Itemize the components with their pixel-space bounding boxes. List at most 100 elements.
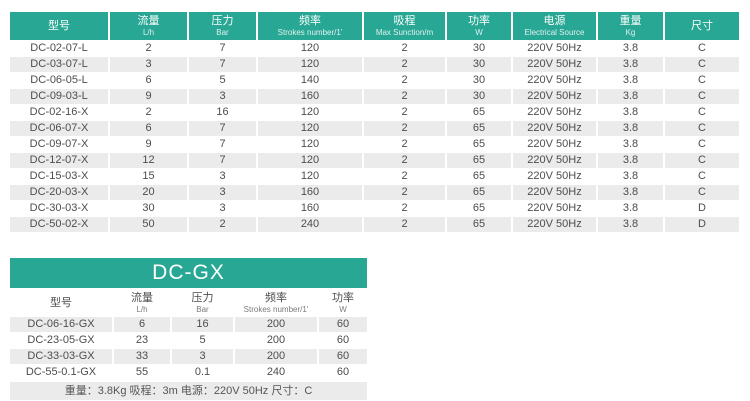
table-cell: 9 (110, 137, 187, 152)
table-cell: 220V 50Hz (513, 41, 596, 56)
table-cell: 2 (364, 73, 445, 88)
table-cell: 120 (258, 41, 362, 56)
header-label-zh: 尺寸 (691, 19, 713, 32)
table-cell: 3.8 (598, 153, 663, 168)
table-cell: 220V 50Hz (513, 137, 596, 152)
table-cell: 3.8 (598, 217, 663, 232)
header-label-zh: 电源 (543, 15, 566, 27)
table-cell: D (665, 217, 739, 232)
table-cell: 2 (364, 217, 445, 232)
header-label-zh: 型号 (48, 19, 70, 32)
model-cell: DC-03-07-L (10, 57, 108, 72)
table-cell: 2 (364, 185, 445, 200)
table-cell: 60 (319, 333, 367, 348)
header-cell: 型号 (10, 290, 112, 316)
model-cell: DC-33-03-GX (10, 349, 112, 364)
header-cell: 尺寸 (665, 12, 739, 40)
table-cell: 3.8 (598, 105, 663, 120)
table-cell: 65 (447, 137, 511, 152)
table-cell: C (665, 185, 739, 200)
header-label-zh: 压力 (191, 292, 214, 304)
model-cell: DC-09-07-X (10, 137, 108, 152)
header-cell: 电源 Electrical Source (513, 12, 596, 40)
gx-footnote: 重量：3.8Kg 吸程：3m 电源：220V 50Hz 尺寸：C (10, 382, 367, 400)
table-cell: 120 (258, 57, 362, 72)
table-cell: 50 (110, 217, 187, 232)
table-cell: C (665, 89, 739, 104)
table-cell: 120 (258, 121, 362, 136)
table-cell: 7 (189, 153, 256, 168)
table-cell: 2 (364, 153, 445, 168)
table-cell: 220V 50Hz (513, 185, 596, 200)
model-cell: DC-02-16-X (10, 105, 108, 120)
table-cell: 120 (258, 153, 362, 168)
table-cell: 7 (189, 57, 256, 72)
table-cell: 16 (172, 317, 233, 332)
table-cell: 2 (364, 169, 445, 184)
model-cell: DC-55-0.1-GX (10, 365, 112, 380)
table-cell: 3 (189, 201, 256, 216)
model-cell: DC-50-02-X (10, 217, 108, 232)
header-label-zh: 功率 (468, 15, 490, 27)
table-cell: 200 (235, 349, 317, 364)
table-cell: 60 (319, 317, 367, 332)
table-cell: 220V 50Hz (513, 89, 596, 104)
model-cell: DC-23-05-GX (10, 333, 112, 348)
table-cell: 2 (364, 41, 445, 56)
table-cell: 3.8 (598, 137, 663, 152)
header-label-zh: 频率 (299, 15, 321, 27)
table-cell: 200 (235, 317, 317, 332)
table-cell: 3 (189, 169, 256, 184)
gx-spec-block: DC-GX 型号 流量 L/h 压力 Bar 频率 Strokes number/1' 功率 W… (10, 258, 367, 400)
header-label-zh: 频率 (265, 292, 287, 304)
table-cell: 2 (364, 137, 445, 152)
header-label-zh: 型号 (50, 296, 72, 309)
table-cell: 2 (364, 105, 445, 120)
header-cell: 吸程 Max Sunction/m (364, 12, 445, 40)
table-cell: 140 (258, 73, 362, 88)
table-cell: 23 (114, 333, 170, 348)
table-cell: 220V 50Hz (513, 73, 596, 88)
header-label-en: Strokes number/1' (277, 28, 343, 37)
table-cell: 12 (110, 153, 187, 168)
header-label-en: Electrical Source (524, 28, 585, 37)
header-label-en: Bar (196, 305, 209, 314)
header-cell: 流量 L/h (110, 12, 187, 40)
table-cell: 6 (114, 317, 170, 332)
table-cell: 3 (172, 349, 233, 364)
model-cell: DC-06-05-L (10, 73, 108, 88)
table-cell: 65 (447, 121, 511, 136)
table-cell: 6 (110, 121, 187, 136)
table-cell: 120 (258, 105, 362, 120)
table-cell: 65 (447, 153, 511, 168)
table-cell: 60 (319, 365, 367, 380)
table-cell: 3.8 (598, 57, 663, 72)
table-cell: 3 (110, 57, 187, 72)
table-cell: 220V 50Hz (513, 217, 596, 232)
header-cell: 压力 Bar (172, 290, 233, 316)
table-cell: 2 (364, 121, 445, 136)
header-cell: 功率 W (447, 12, 511, 40)
table-cell: 16 (189, 105, 256, 120)
header-cell: 重量 Kg (598, 12, 663, 40)
header-cell: 频率 Strokes number/1' (258, 12, 362, 40)
header-label-en: Kg (625, 28, 636, 37)
table-cell: 240 (235, 365, 317, 380)
model-cell: DC-09-03-L (10, 89, 108, 104)
model-cell: DC-20-03-X (10, 185, 108, 200)
table-cell: 2 (110, 41, 187, 56)
header-label-en: Max Sunction/m (375, 28, 434, 37)
table-cell: 2 (364, 57, 445, 72)
table-cell: C (665, 73, 739, 88)
table-cell: 6 (110, 73, 187, 88)
table-cell: 220V 50Hz (513, 201, 596, 216)
table-cell: 5 (172, 333, 233, 348)
model-cell: DC-06-16-GX (10, 317, 112, 332)
model-cell: DC-02-07-L (10, 41, 108, 56)
table-cell: 220V 50Hz (513, 121, 596, 136)
header-cell: 功率 W (319, 290, 367, 316)
table-cell: C (665, 105, 739, 120)
table-cell: C (665, 153, 739, 168)
table-cell: C (665, 169, 739, 184)
table-cell: 3.8 (598, 169, 663, 184)
